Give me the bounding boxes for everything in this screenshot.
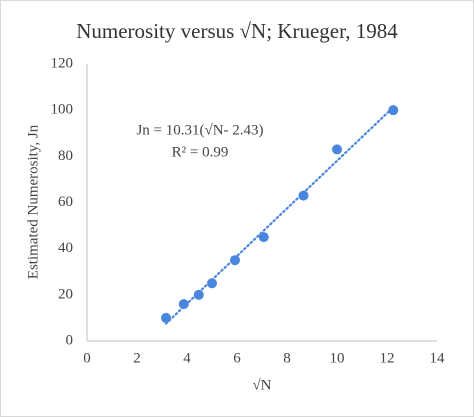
x-tick-label: 12 <box>380 350 395 366</box>
x-tick-label: 10 <box>330 350 345 366</box>
data-point <box>298 190 309 201</box>
equation: Jn = 10.31(√N- 2.43) <box>136 122 263 138</box>
y-tick-label: 0 <box>66 332 74 348</box>
x-tick-label: 14 <box>430 350 446 366</box>
r-squared: R² = 0.99 <box>172 144 229 160</box>
data-point <box>230 255 240 266</box>
x-tick-label: 0 <box>83 350 91 366</box>
y-tick-label: 60 <box>58 194 73 210</box>
y-tick-label: 120 <box>51 55 74 71</box>
x-tick-label: 4 <box>183 350 191 366</box>
data-point <box>178 299 189 310</box>
data-point <box>258 232 269 243</box>
y-tick-label: 20 <box>58 286 73 302</box>
y-axis-label: Estimated Numerosity, Jn <box>25 124 41 279</box>
data-point <box>193 289 204 300</box>
trendline <box>164 106 395 325</box>
y-tick-label: 40 <box>58 240 73 256</box>
data-point <box>161 312 171 323</box>
x-axis-label: √N <box>252 377 271 393</box>
chart-title: Numerosity versus √N; Krueger, 1984 <box>76 19 398 43</box>
x-tick-label: 6 <box>233 350 241 366</box>
data-point <box>388 105 399 116</box>
x-tick-label: 8 <box>283 350 291 366</box>
data-point <box>332 144 342 155</box>
y-tick-label: 100 <box>51 102 74 118</box>
y-tick-label: 80 <box>58 148 73 164</box>
data-point <box>207 278 217 289</box>
x-tick-label: 2 <box>133 350 141 366</box>
